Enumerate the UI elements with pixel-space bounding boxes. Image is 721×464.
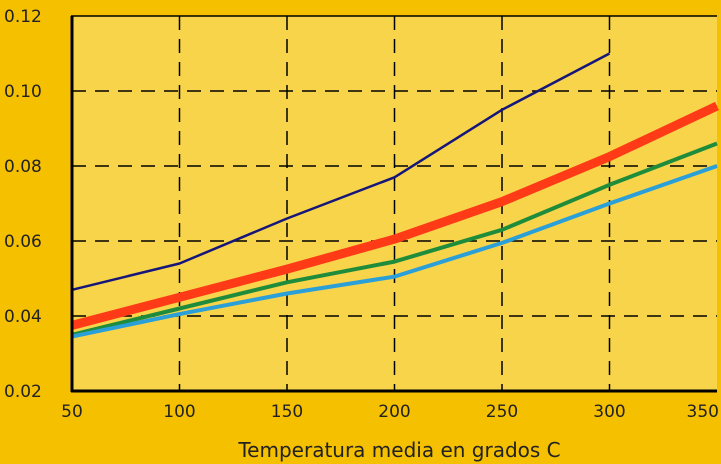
x-tick-labels: 50 100 150 200 250 300 350	[61, 402, 719, 422]
y-tick-label: 0.10	[4, 82, 42, 102]
y-tick-label: 0.06	[4, 232, 42, 252]
x-axis-title: Temperatura media en grados C	[237, 438, 560, 462]
x-tick-label: 250	[486, 402, 518, 422]
x-tick-label: 100	[163, 402, 195, 422]
x-tick-label: 150	[271, 402, 303, 422]
x-tick-label: 350	[687, 402, 719, 422]
x-tick-label: 50	[61, 402, 83, 422]
axes	[70, 15, 717, 393]
x-tick-label: 300	[593, 402, 625, 422]
y-tick-label: 0.04	[4, 307, 42, 327]
y-tick-label: 0.12	[4, 7, 42, 27]
series-line	[70, 101, 719, 330]
y-tick-label: 0.08	[4, 157, 42, 177]
y-tick-labels: 0.02 0.04 0.06 0.08 0.10 0.12	[4, 7, 42, 402]
y-tick-label: 0.02	[4, 382, 42, 402]
series-lines	[70, 52, 719, 339]
x-tick-label: 200	[378, 402, 410, 422]
series-line	[71, 141, 718, 337]
series-line	[71, 164, 718, 339]
series-line	[71, 52, 611, 292]
